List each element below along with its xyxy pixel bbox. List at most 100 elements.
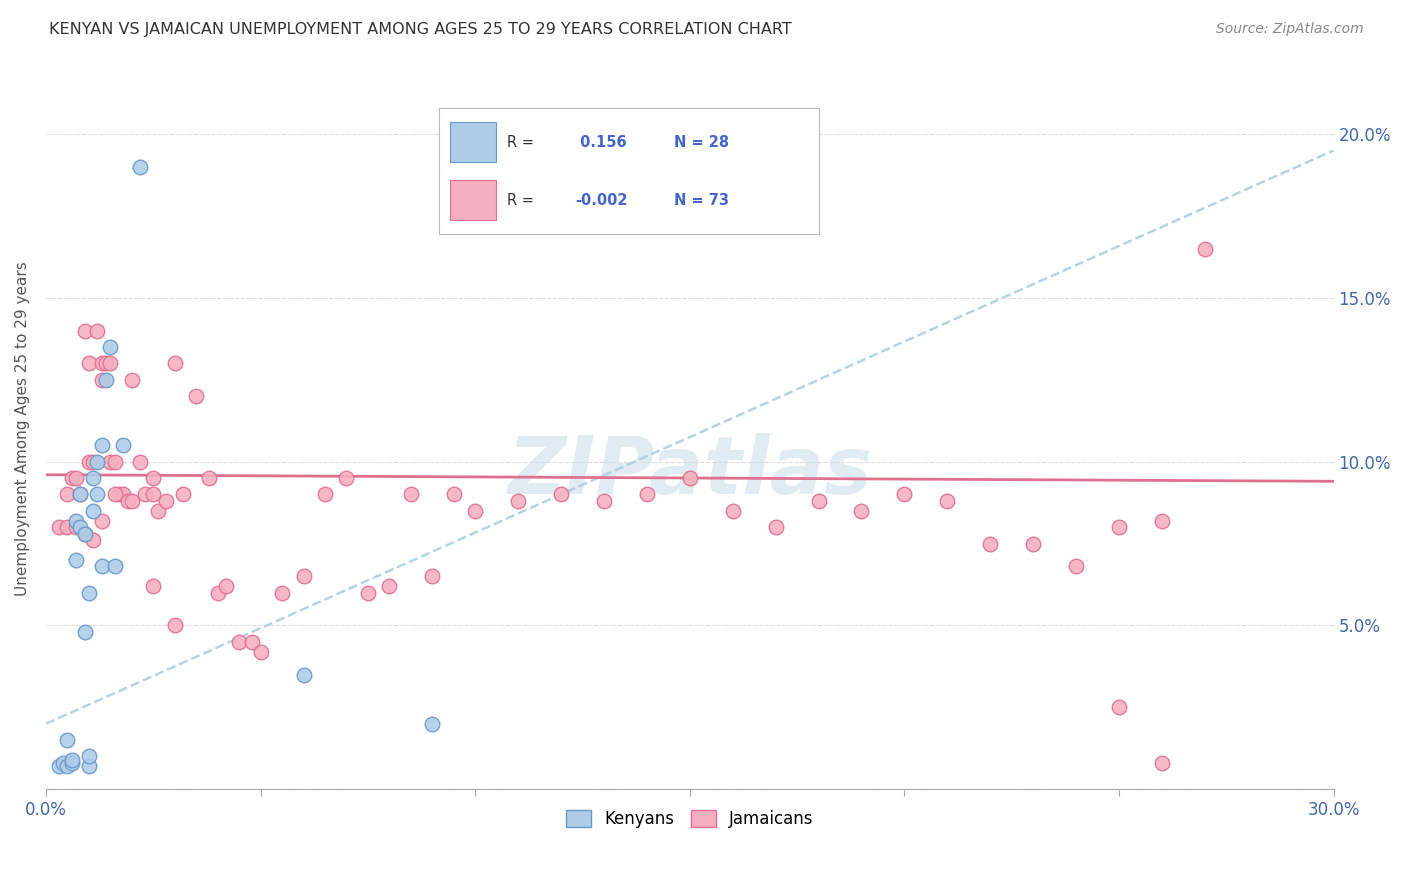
Point — [90, 514, 112, 528]
Point — [228, 635, 250, 649]
Point — [1194, 242, 1216, 256]
Point — [90, 373, 112, 387]
Point — [69, 487, 91, 501]
Point — [104, 559, 127, 574]
Point — [1150, 756, 1173, 770]
Point — [155, 494, 177, 508]
Point — [240, 635, 263, 649]
Point — [292, 569, 315, 583]
Point — [77, 356, 100, 370]
Point — [163, 356, 186, 370]
Point — [56, 759, 79, 773]
Point — [271, 585, 294, 599]
Point — [94, 373, 117, 387]
Point — [679, 471, 702, 485]
Point — [163, 618, 186, 632]
Point — [86, 455, 108, 469]
Text: KENYAN VS JAMAICAN UNEMPLOYMENT AMONG AGES 25 TO 29 YEARS CORRELATION CHART: KENYAN VS JAMAICAN UNEMPLOYMENT AMONG AG… — [49, 22, 792, 37]
Point — [56, 487, 79, 501]
Point — [936, 494, 959, 508]
Point — [94, 356, 117, 370]
Point — [73, 526, 96, 541]
Point — [314, 487, 336, 501]
Point — [104, 487, 127, 501]
Point — [1108, 520, 1130, 534]
Point — [98, 356, 121, 370]
Point — [104, 455, 127, 469]
Text: Source: ZipAtlas.com: Source: ZipAtlas.com — [1216, 22, 1364, 37]
Point — [90, 438, 112, 452]
Point — [207, 585, 229, 599]
Point — [198, 471, 221, 485]
Point — [142, 579, 165, 593]
Point — [979, 536, 1001, 550]
Legend: Kenyans, Jamaicans: Kenyans, Jamaicans — [560, 804, 820, 835]
Point — [550, 487, 572, 501]
Point — [56, 520, 79, 534]
Point — [69, 487, 91, 501]
Point — [73, 324, 96, 338]
Point — [129, 160, 152, 174]
Point — [65, 553, 87, 567]
Point — [636, 487, 658, 501]
Point — [464, 504, 486, 518]
Point — [420, 569, 443, 583]
Point — [593, 494, 616, 508]
Point — [69, 520, 91, 534]
Point — [112, 438, 135, 452]
Text: ZIPatlas: ZIPatlas — [508, 434, 872, 511]
Point — [65, 520, 87, 534]
Point — [807, 494, 830, 508]
Point — [134, 487, 156, 501]
Point — [90, 559, 112, 574]
Point — [117, 494, 139, 508]
Y-axis label: Unemployment Among Ages 25 to 29 years: Unemployment Among Ages 25 to 29 years — [15, 261, 30, 596]
Point — [292, 667, 315, 681]
Point — [851, 504, 873, 518]
Point — [108, 487, 131, 501]
Point — [60, 753, 83, 767]
Point — [215, 579, 238, 593]
Point — [186, 389, 208, 403]
Point — [335, 471, 357, 485]
Point — [112, 487, 135, 501]
Point — [82, 504, 104, 518]
Point — [399, 487, 422, 501]
Point — [172, 487, 194, 501]
Point — [60, 756, 83, 770]
Point — [508, 494, 530, 508]
Point — [721, 504, 744, 518]
Point — [48, 759, 70, 773]
Point — [77, 759, 100, 773]
Point — [357, 585, 380, 599]
Point — [146, 504, 169, 518]
Point — [443, 487, 465, 501]
Point — [1108, 700, 1130, 714]
Point — [82, 455, 104, 469]
Point — [52, 756, 75, 770]
Point — [73, 526, 96, 541]
Point — [142, 471, 165, 485]
Point — [86, 324, 108, 338]
Point — [1064, 559, 1087, 574]
Point — [121, 494, 143, 508]
Point — [378, 579, 401, 593]
Point — [77, 585, 100, 599]
Point — [98, 455, 121, 469]
Point — [90, 356, 112, 370]
Point — [129, 455, 152, 469]
Point — [420, 716, 443, 731]
Point — [893, 487, 915, 501]
Point — [98, 340, 121, 354]
Point — [249, 645, 271, 659]
Point — [77, 455, 100, 469]
Point — [86, 487, 108, 501]
Point — [82, 471, 104, 485]
Point — [121, 373, 143, 387]
Point — [65, 514, 87, 528]
Point — [77, 749, 100, 764]
Point — [48, 520, 70, 534]
Point — [1022, 536, 1045, 550]
Point — [73, 624, 96, 639]
Point — [65, 471, 87, 485]
